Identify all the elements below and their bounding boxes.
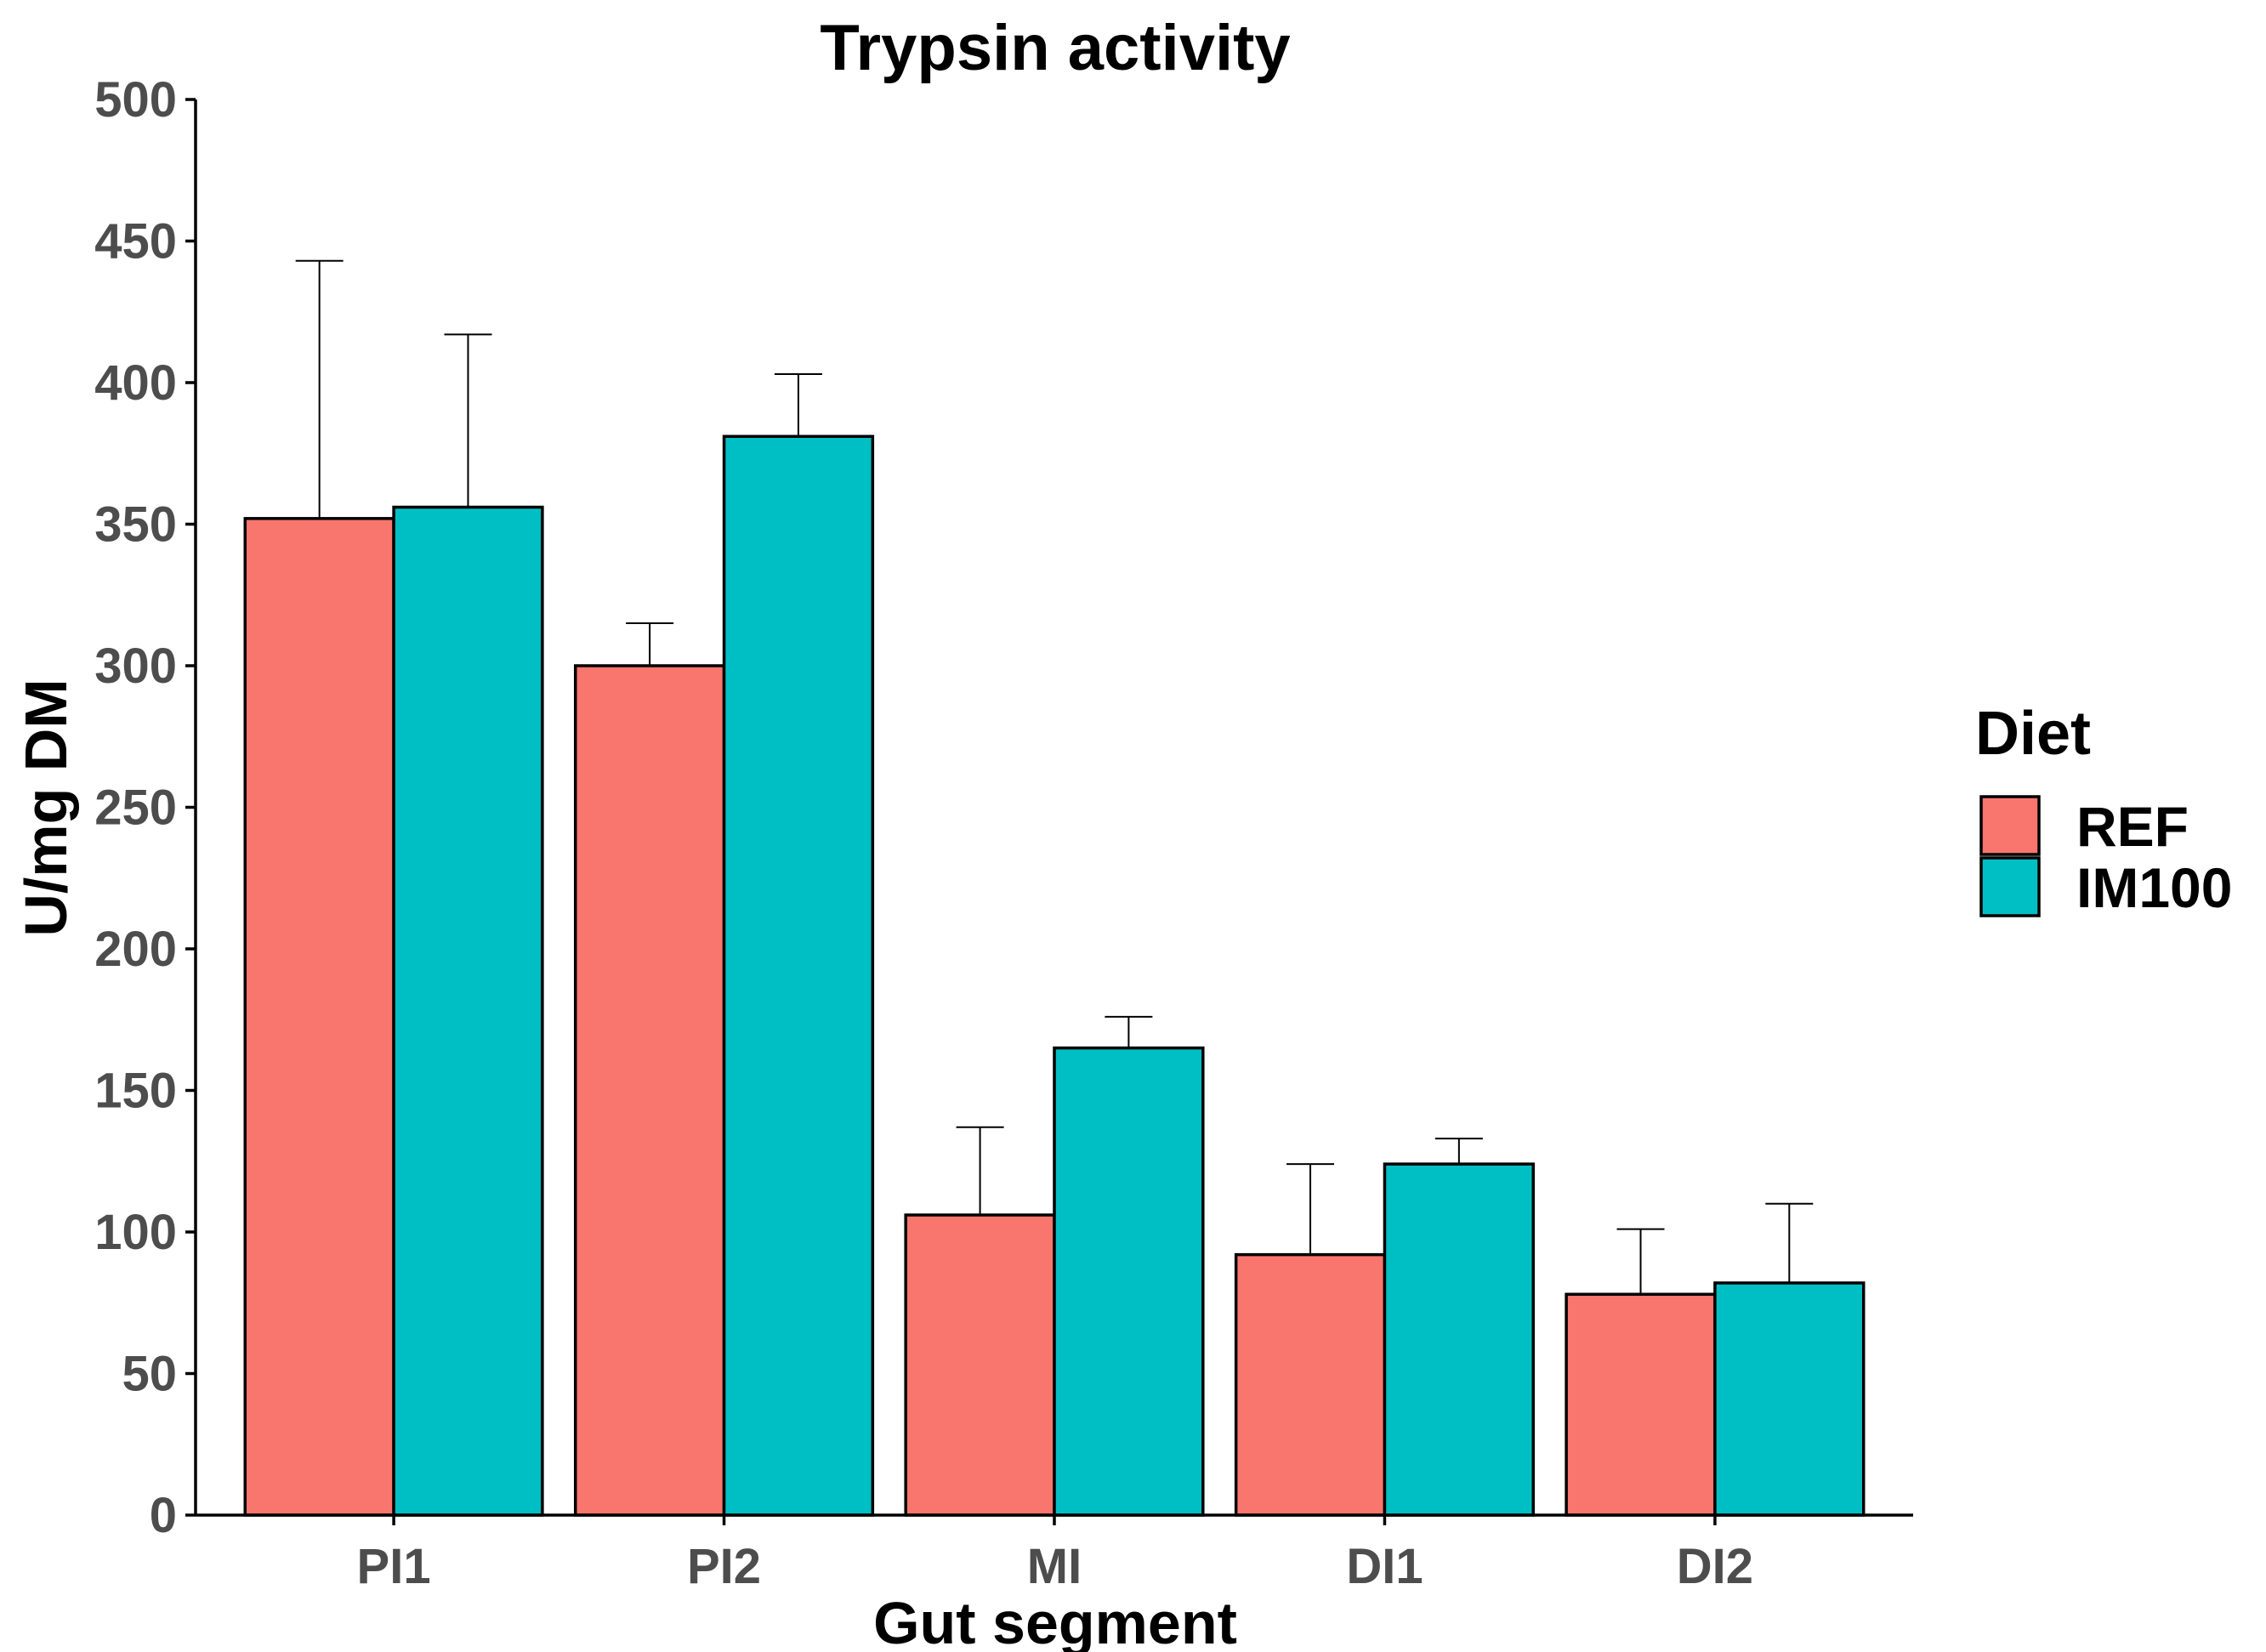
y-tick-label: 50 [122, 1347, 177, 1402]
x-tick-label: PI2 [687, 1539, 761, 1594]
y-axis-ticks: 0 50 100 150 200 250 300 350 400 450 500 [94, 72, 196, 1543]
y-tick-label: 250 [94, 781, 177, 836]
x-axis-title: Gut segment [873, 1590, 1237, 1652]
y-tick-label: 400 [94, 355, 177, 411]
legend-title: Diet [1975, 700, 2091, 768]
bar-di1-ref [1234, 1252, 1387, 1517]
legend-key-ref [1979, 795, 2041, 856]
y-tick-label: 0 [150, 1488, 177, 1543]
y-tick-label: 500 [94, 72, 177, 128]
y-tick-label: 450 [94, 214, 177, 270]
bar-di1-im100 [1383, 1162, 1536, 1517]
x-tick-label: PI1 [357, 1539, 431, 1594]
legend-label-ref: REF [2076, 795, 2189, 858]
bar-di2-ref [1565, 1292, 1717, 1517]
bar-pi2-ref [573, 664, 726, 1517]
x-axis-ticks: PI1 PI2 MI DI1 DI2 [357, 1515, 1753, 1594]
legend-label-im100: IM100 [2076, 856, 2232, 919]
bar-pi1-im100 [392, 505, 544, 1517]
y-tick-label: 300 [94, 639, 177, 694]
bar-mi-ref [904, 1213, 1056, 1517]
chart-title: Trypsin activity [820, 12, 1290, 84]
x-tick-label: MI [1027, 1539, 1082, 1594]
y-tick-label: 350 [94, 497, 177, 553]
x-tick-label: DI2 [1677, 1539, 1753, 1594]
legend-key-im100 [1979, 856, 2041, 917]
y-tick-label: 200 [94, 922, 177, 977]
bar-mi-im100 [1053, 1046, 1205, 1517]
bar-pi1-ref [243, 517, 395, 1517]
plot-area [243, 259, 1866, 1517]
x-tick-label: DI1 [1346, 1539, 1423, 1594]
y-tick-label: 150 [94, 1064, 177, 1119]
y-tick-label: 100 [94, 1205, 177, 1260]
y-axis-title: U/mg DM [13, 678, 79, 936]
bar-di2-im100 [1713, 1281, 1866, 1517]
bar-pi2-im100 [722, 434, 875, 1517]
